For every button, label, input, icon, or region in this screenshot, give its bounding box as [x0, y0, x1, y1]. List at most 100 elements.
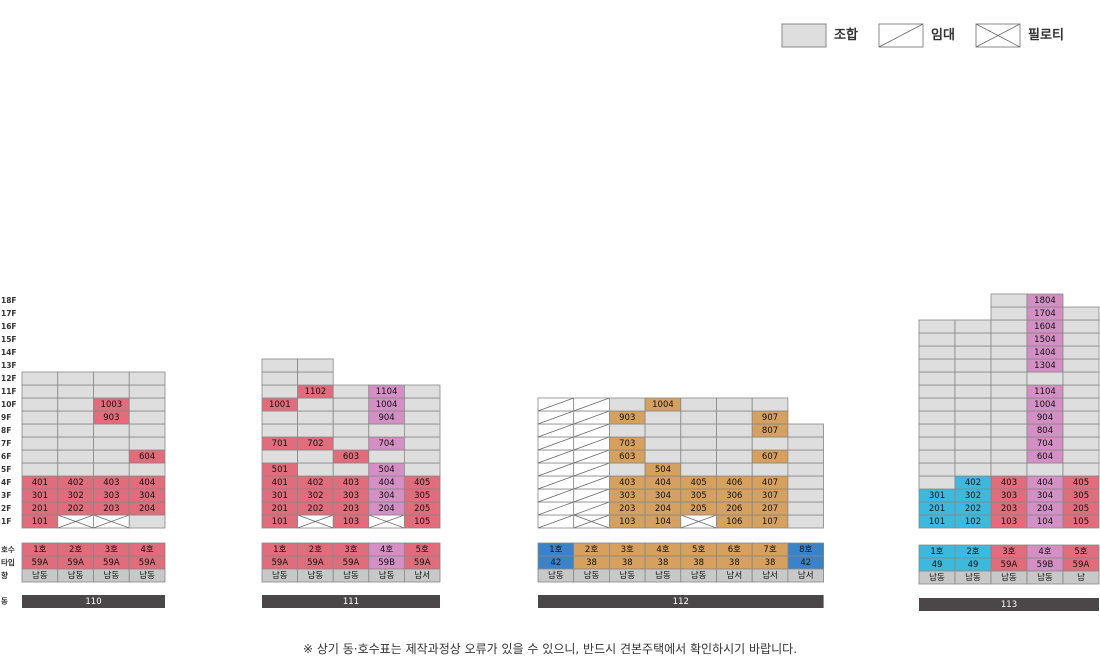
- empty-cell: [954, 358, 992, 373]
- unit-number: 303: [619, 491, 635, 501]
- empty-cell: [609, 397, 646, 412]
- empty-cell: [716, 436, 753, 451]
- empty-cell: [368, 449, 405, 464]
- info-type: 38: [658, 558, 669, 568]
- empty-cell: [954, 384, 992, 399]
- empty-cell: [680, 436, 717, 451]
- unit-number: 304: [1037, 491, 1053, 501]
- unit-column: 105 205 305 405 5호 59A 남서: [403, 384, 441, 583]
- legend-label: 임대: [931, 28, 955, 43]
- building-113: 101 201 301 1호 49 남동 102 202 302 402 2호 49 남동 103 203 3…: [918, 293, 1100, 611]
- dong-bar: [22, 595, 165, 608]
- info-ho: 7호: [763, 545, 776, 555]
- empty-cell: [57, 462, 94, 477]
- info-dir: 남동: [1001, 573, 1017, 583]
- unit-number: 202: [965, 504, 981, 514]
- empty-cell: [954, 423, 992, 438]
- empty-cell: [990, 293, 1028, 308]
- unit-number: 1804: [1034, 296, 1056, 306]
- empty-cell: [403, 436, 441, 451]
- info-ho: 3호: [621, 545, 634, 555]
- floor-label: 16F: [1, 322, 17, 331]
- unit-number: 1404: [1034, 348, 1056, 358]
- legend-label: 조합: [834, 27, 858, 43]
- unit-number: 403: [619, 478, 635, 488]
- floor-labels: 18F 17F 16F 15F 14F 13F 12F 11F 10F 9F 8F 7F 6F 5F 4F 3…: [1, 296, 17, 526]
- empty-cell: [1062, 410, 1100, 425]
- unit-column: 104 204 304 404 504 1004 4호 38 남동: [644, 397, 682, 583]
- empty-cell: [954, 319, 992, 334]
- info-type: 38: [586, 558, 597, 568]
- unit-number: 305: [414, 491, 430, 501]
- empty-cell: [1062, 319, 1100, 334]
- empty-cell: [680, 462, 717, 477]
- empty-cell: [128, 371, 166, 386]
- info-ho: 2호: [585, 545, 598, 555]
- empty-cell: [332, 436, 370, 451]
- info-ho: 6호: [728, 545, 741, 555]
- floor-label: 15F: [1, 335, 17, 344]
- dong-label: 110: [85, 597, 101, 607]
- empty-cell: [680, 397, 717, 412]
- unit-number: 303: [1001, 491, 1017, 501]
- empty-cell: [716, 423, 753, 438]
- info-type: 38: [765, 558, 776, 568]
- empty-cell: [644, 449, 682, 464]
- info-type: 49: [932, 560, 943, 570]
- unit-number: 201: [929, 504, 945, 514]
- info-ho: 4호: [656, 545, 669, 555]
- empty-cell: [990, 423, 1028, 438]
- unit-number: 304: [378, 491, 394, 501]
- unit-number: 101: [272, 517, 288, 527]
- empty-cell: [261, 358, 298, 373]
- empty-cell: [990, 462, 1028, 477]
- empty-cell: [57, 423, 94, 438]
- empty-cell: [918, 345, 956, 360]
- empty-cell: [787, 449, 825, 464]
- row-label-dir: 향: [1, 570, 8, 580]
- unit-number: 407: [762, 478, 778, 488]
- building-110: 101 201 301 401 1호 59A 남동 202 302 402 2호 59A 남동 203 30…: [21, 371, 166, 608]
- empty-cell: [1062, 449, 1100, 464]
- unit-number: 1304: [1034, 361, 1056, 371]
- unit-number: 703: [619, 439, 635, 449]
- empty-cell: [918, 332, 956, 347]
- info-ho: 2호: [966, 547, 979, 557]
- unit-column: 203 303 403 903 1003 3호 59A 남동: [93, 371, 130, 583]
- empty-cell: [644, 436, 682, 451]
- legend: 조합 임대 필로티: [781, 23, 1064, 48]
- unit-number: 403: [103, 478, 119, 488]
- floor-label: 18F: [1, 296, 17, 305]
- unit-number: 206: [726, 504, 742, 514]
- empty-cell: [1026, 371, 1064, 386]
- empty-cell: [1062, 358, 1100, 373]
- unit-number: 101: [929, 517, 945, 527]
- empty-cell: [918, 449, 956, 464]
- unit-number: 804: [1037, 426, 1053, 436]
- empty-cell: [332, 462, 370, 477]
- unit-number: 904: [1037, 413, 1053, 423]
- empty-cell: [21, 397, 59, 412]
- unit-number: 403: [343, 478, 359, 488]
- unit-number: 404: [378, 478, 394, 488]
- floor-label: 12F: [1, 374, 17, 383]
- info-type: 59A: [103, 558, 120, 568]
- unit-number: 103: [619, 517, 635, 527]
- unit-number: 1104: [1034, 387, 1056, 397]
- empty-cell: [297, 358, 334, 373]
- info-dir: 남동: [691, 571, 707, 581]
- empty-cell: [990, 319, 1028, 334]
- floor-label: 4F: [1, 478, 11, 487]
- info-ho: 5호: [1074, 547, 1087, 557]
- empty-cell: [403, 384, 441, 399]
- unit-number: 203: [1001, 504, 1017, 514]
- empty-cell: [261, 384, 298, 399]
- info-type: 42: [550, 558, 561, 568]
- info-dir: 남서: [762, 571, 778, 581]
- unit-number: 402: [307, 478, 323, 488]
- empty-cell: [21, 436, 59, 451]
- dong-bar: [262, 595, 440, 608]
- empty-cell: [128, 397, 166, 412]
- empty-cell: [954, 371, 992, 386]
- info-dir: 남동: [343, 571, 359, 581]
